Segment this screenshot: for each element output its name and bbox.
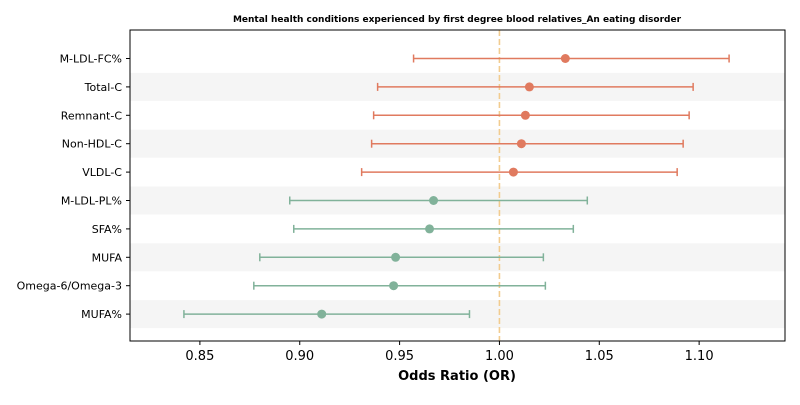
point-estimate: [508, 167, 518, 177]
y-tick-label: M-LDL-PL%: [61, 195, 122, 208]
point-estimate: [516, 139, 526, 149]
y-tick-label: Non-HDL-C: [62, 138, 123, 151]
point-estimate: [391, 252, 401, 262]
chart-title: Mental health conditions experienced by …: [233, 15, 682, 25]
y-tick-label: MUFA: [92, 251, 123, 264]
x-axis-label: Odds Ratio (OR): [398, 369, 516, 384]
y-tick-label: Remnant-C: [61, 109, 123, 122]
x-tick-label: 1.05: [585, 349, 614, 364]
point-estimate: [389, 281, 399, 291]
y-tick-label: SFA%: [92, 223, 122, 236]
y-axis-labels: M-LDL-FC% Total-C Remnant-C Non-HDL-C VLDL-C…: [17, 53, 130, 321]
y-tick-label: VLDL-C: [82, 166, 122, 179]
point-estimate: [560, 54, 570, 63]
point-estimate: [425, 224, 435, 234]
x-tick-label: 0.95: [385, 349, 414, 364]
point-estimate: [429, 196, 439, 205]
y-tick-label: MUFA%: [81, 308, 122, 321]
point-estimate: [520, 110, 530, 120]
plot-frame: [129, 29, 786, 342]
point-estimate: [317, 309, 327, 319]
point-estimate: [524, 82, 534, 92]
x-tick-label: 1.10: [685, 349, 714, 364]
x-tick-label: 1.00: [485, 349, 514, 364]
y-tick-label: Omega-6/Omega-3: [17, 280, 122, 293]
y-tick-label: M-LDL-FC%: [60, 53, 122, 66]
y-tick-label: Total-C: [84, 81, 123, 94]
x-axis: 0.85 0.90 0.95 1.00 1.05 1.10: [185, 341, 714, 364]
estimates-group: [183, 54, 730, 319]
x-tick-label: 0.90: [285, 349, 314, 364]
x-tick-label: 0.85: [185, 349, 214, 364]
